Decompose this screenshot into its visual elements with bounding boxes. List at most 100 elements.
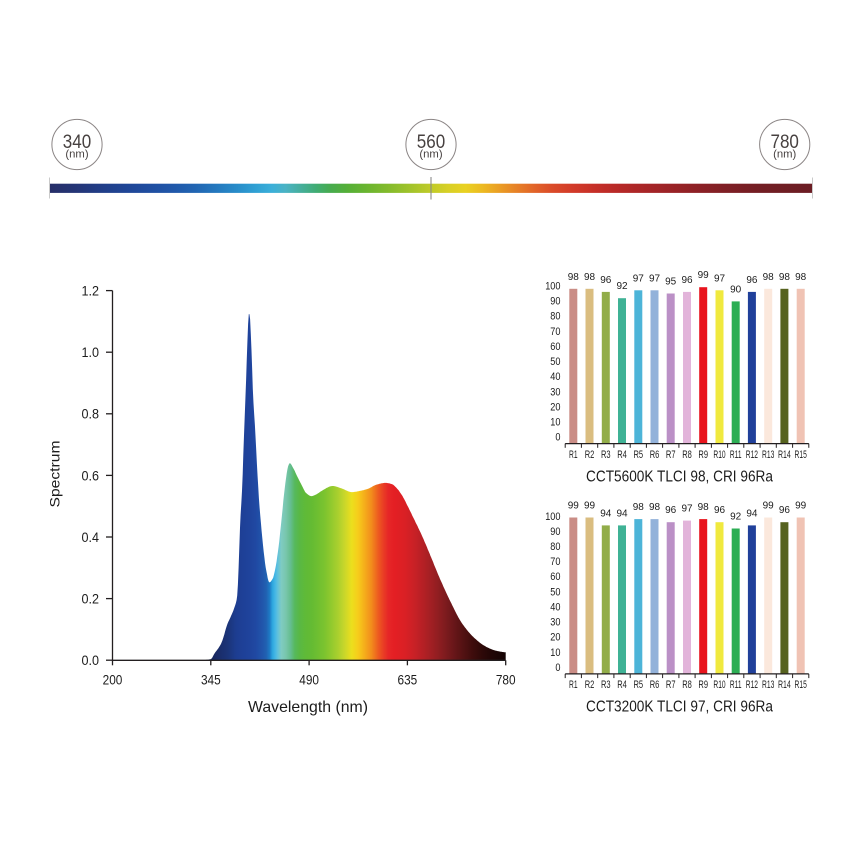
svg-text:80: 80 [550,311,560,323]
svg-text:96: 96 [746,275,758,286]
svg-text:R12: R12 [746,679,758,691]
svg-text:80: 80 [550,541,560,553]
svg-text:90: 90 [550,526,560,538]
svg-text:R4: R4 [617,449,627,461]
svg-text:R15: R15 [795,449,807,461]
svg-text:40: 40 [550,602,560,614]
svg-text:R11: R11 [730,679,742,691]
svg-text:780: 780 [771,132,799,153]
svg-text:98: 98 [633,502,645,513]
svg-text:94: 94 [600,508,612,519]
svg-text:96: 96 [600,275,612,286]
svg-text:780: 780 [496,672,516,687]
svg-text:60: 60 [550,341,560,353]
svg-text:70: 70 [550,556,560,568]
svg-text:R14: R14 [778,449,791,461]
svg-text:R2: R2 [585,679,595,691]
svg-text:98: 98 [584,272,596,283]
svg-text:96: 96 [714,505,726,516]
svg-text:99: 99 [698,270,710,281]
svg-text:94: 94 [616,508,628,519]
svg-text:96: 96 [665,505,677,516]
svg-text:R15: R15 [795,679,807,691]
svg-text:(nm): (nm) [773,149,796,161]
svg-text:1.0: 1.0 [82,345,100,360]
svg-text:10: 10 [550,647,560,659]
svg-text:490: 490 [299,672,319,687]
svg-text:50: 50 [550,356,560,368]
svg-text:98: 98 [763,272,775,283]
svg-text:R6: R6 [650,679,660,691]
svg-text:(nm): (nm) [419,149,442,161]
svg-text:92: 92 [730,512,742,523]
svg-text:92: 92 [616,281,628,292]
svg-text:R6: R6 [650,449,660,461]
svg-text:99: 99 [568,501,580,512]
svg-text:R3: R3 [601,679,611,691]
svg-text:1.2: 1.2 [82,284,100,299]
svg-text:Spectrum: Spectrum [47,441,63,508]
svg-text:R10: R10 [713,679,725,691]
svg-text:98: 98 [779,272,791,283]
svg-text:20: 20 [550,401,560,413]
svg-text:R5: R5 [634,679,644,691]
svg-text:20: 20 [550,632,560,644]
svg-text:97: 97 [633,273,645,284]
svg-text:R8: R8 [682,679,692,691]
svg-text:(nm): (nm) [65,149,88,161]
svg-text:98: 98 [649,502,661,513]
svg-text:0.2: 0.2 [82,592,100,607]
svg-text:90: 90 [730,284,742,295]
svg-text:R10: R10 [713,449,725,461]
svg-text:R1: R1 [569,679,578,691]
svg-text:30: 30 [550,617,560,629]
svg-text:40: 40 [550,371,560,383]
svg-text:95: 95 [665,277,677,288]
svg-text:0: 0 [555,662,560,674]
svg-text:Wavelength (nm): Wavelength (nm) [248,699,368,716]
svg-text:30: 30 [550,386,560,398]
svg-text:0.6: 0.6 [82,468,100,483]
svg-text:CCT5600K TLCI 98, CRI 96Ra: CCT5600K TLCI 98, CRI 96Ra [586,468,773,485]
svg-text:98: 98 [568,272,580,283]
svg-text:R4: R4 [617,679,627,691]
svg-text:10: 10 [550,417,560,429]
svg-text:50: 50 [550,586,560,598]
svg-text:100: 100 [545,281,560,293]
svg-text:200: 200 [103,672,123,687]
svg-text:0.8: 0.8 [82,407,100,422]
svg-text:98: 98 [795,272,807,283]
svg-text:60: 60 [550,571,560,583]
svg-text:97: 97 [714,273,726,284]
svg-text:99: 99 [584,501,596,512]
svg-text:R14: R14 [778,679,791,691]
svg-text:R5: R5 [634,449,644,461]
svg-text:R11: R11 [730,449,742,461]
svg-text:R3: R3 [601,449,611,461]
svg-text:345: 345 [201,672,221,687]
svg-text:70: 70 [550,326,560,338]
svg-text:96: 96 [681,275,693,286]
svg-text:R13: R13 [762,679,774,691]
svg-text:98: 98 [698,502,710,513]
svg-text:R12: R12 [746,449,758,461]
svg-text:97: 97 [681,504,693,515]
svg-text:R7: R7 [666,449,676,461]
svg-text:635: 635 [398,672,418,687]
svg-text:90: 90 [550,296,560,308]
svg-text:0: 0 [555,432,560,444]
svg-text:R2: R2 [585,449,595,461]
svg-text:0.0: 0.0 [82,653,100,668]
svg-text:97: 97 [649,273,661,284]
svg-text:96: 96 [779,505,791,516]
svg-text:560: 560 [417,132,445,153]
svg-text:99: 99 [795,501,807,512]
svg-text:340: 340 [63,132,91,153]
svg-text:R9: R9 [698,679,708,691]
svg-text:R7: R7 [666,679,676,691]
svg-text:99: 99 [763,501,775,512]
svg-text:R13: R13 [762,449,774,461]
svg-text:CCT3200K TLCI 97, CRI 96Ra: CCT3200K TLCI 97, CRI 96Ra [586,699,773,716]
svg-text:0.4: 0.4 [82,530,100,545]
svg-text:R1: R1 [569,449,578,461]
